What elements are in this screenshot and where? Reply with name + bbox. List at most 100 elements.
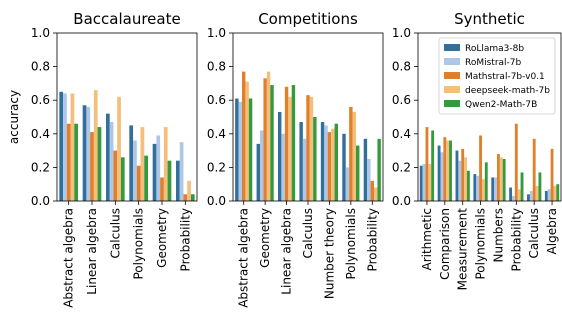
bar [479, 135, 482, 201]
bar [334, 123, 338, 201]
legend-swatch [444, 72, 460, 79]
bar [302, 138, 307, 201]
bar [331, 128, 335, 201]
x-tick-label: Polynomials [344, 208, 358, 280]
y-tick-label: 0.4 [392, 127, 411, 141]
bar [374, 187, 378, 201]
y-tick-label: 0.8 [207, 60, 226, 74]
x-tick-label: Arithmetic [420, 208, 434, 271]
bar [74, 123, 78, 201]
bar [437, 145, 441, 201]
y-tick-label: 1.0 [31, 26, 50, 40]
x-tick-label: Probability [178, 208, 192, 271]
bar [367, 159, 371, 201]
x-tick-label: Number theory [322, 208, 336, 299]
bar [327, 132, 332, 201]
bar [144, 155, 148, 201]
bar [160, 177, 164, 201]
bar [179, 142, 184, 201]
legend-entry: Mathstral-7b-v0.1 [465, 72, 545, 82]
bar [152, 143, 157, 201]
legend-entry: deepseek-math-7b [465, 86, 550, 96]
bar [547, 189, 551, 201]
legend-swatch [444, 86, 460, 93]
bar [345, 167, 350, 201]
bar [97, 127, 102, 201]
bar [446, 140, 450, 201]
bar [520, 172, 524, 201]
y-axis-label: accuracy [7, 90, 21, 144]
bar [242, 71, 246, 201]
bar [266, 71, 271, 201]
bar [464, 157, 467, 201]
y-tick-label: 0.8 [392, 60, 411, 74]
bar [377, 138, 381, 201]
y-tick-label: 0.2 [207, 160, 226, 174]
bar [481, 179, 485, 201]
y-tick-label: 0.8 [31, 60, 50, 74]
panel-title: Baccalaureate [73, 10, 180, 28]
bar [494, 177, 498, 201]
legend-entry: Qwen2-Math-7B [465, 100, 537, 110]
bar [502, 159, 506, 201]
bar [419, 165, 423, 201]
y-tick-label: 0.0 [392, 194, 411, 208]
legend-entry: RoMistral-7b [465, 58, 522, 68]
bar [455, 150, 459, 201]
axes-frame [56, 32, 198, 202]
bar [428, 164, 432, 201]
panel-title: Synthetic [454, 10, 525, 28]
legend-swatch [444, 100, 460, 107]
y-tick-label: 0.6 [207, 93, 226, 107]
bar [93, 90, 98, 201]
x-tick-label: Polynomials [132, 208, 146, 280]
bar [263, 78, 267, 201]
y-tick-label: 0.4 [31, 127, 50, 141]
bar [529, 190, 533, 201]
y-tick-label: 0.4 [207, 127, 226, 141]
bar [291, 85, 296, 201]
chart-panel-1: Competitions 0.0 0.2 0.4 0.6 0.8 1.0 Abstract a… [207, 10, 384, 308]
bar [352, 111, 356, 201]
bar [167, 160, 172, 201]
bar [235, 98, 239, 201]
bar [484, 162, 488, 201]
bar [113, 150, 118, 201]
bar [553, 185, 557, 201]
x-tick-label: Measurement [456, 208, 470, 291]
x-tick-label: Geometry [155, 208, 169, 268]
bar [245, 81, 249, 201]
bar [156, 135, 161, 201]
bar [349, 106, 353, 201]
x-tick-label: Calculus [527, 208, 541, 258]
bar [106, 113, 110, 201]
x-tick-label: Linear algebra [280, 208, 294, 295]
bar [90, 132, 94, 201]
chart-panel-2: Synthetic 0.0 0.2 0.4 0.6 0.8 1.0 Arithmetic Com… [392, 10, 562, 291]
bar [342, 133, 346, 201]
bar [281, 133, 285, 201]
bar [443, 137, 447, 201]
x-tick-label: Linear algebra [85, 208, 99, 295]
bar [284, 86, 289, 201]
bar [288, 96, 292, 201]
bar [512, 195, 515, 201]
bar [491, 177, 495, 201]
bar [238, 101, 242, 201]
legend-swatch [444, 44, 460, 51]
bar [140, 127, 145, 201]
chart-panels: Baccalaureate 0.0 0.2 0.4 0.6 0.8 1.0 Abstract … [31, 10, 562, 308]
y-tick-label: 0.6 [392, 93, 411, 107]
bar [306, 95, 310, 201]
x-tick-label: Geometry [258, 208, 272, 268]
bar [458, 160, 462, 201]
bar [256, 143, 260, 201]
y-tick-label: 1.0 [207, 26, 226, 40]
bar [320, 122, 325, 201]
y-tick-label: 1.0 [392, 26, 411, 40]
bar [309, 96, 314, 201]
bar [59, 91, 64, 201]
bar [117, 96, 121, 201]
x-tick-label: Calculus [108, 208, 122, 258]
y-tick-label: 0.2 [31, 160, 50, 174]
